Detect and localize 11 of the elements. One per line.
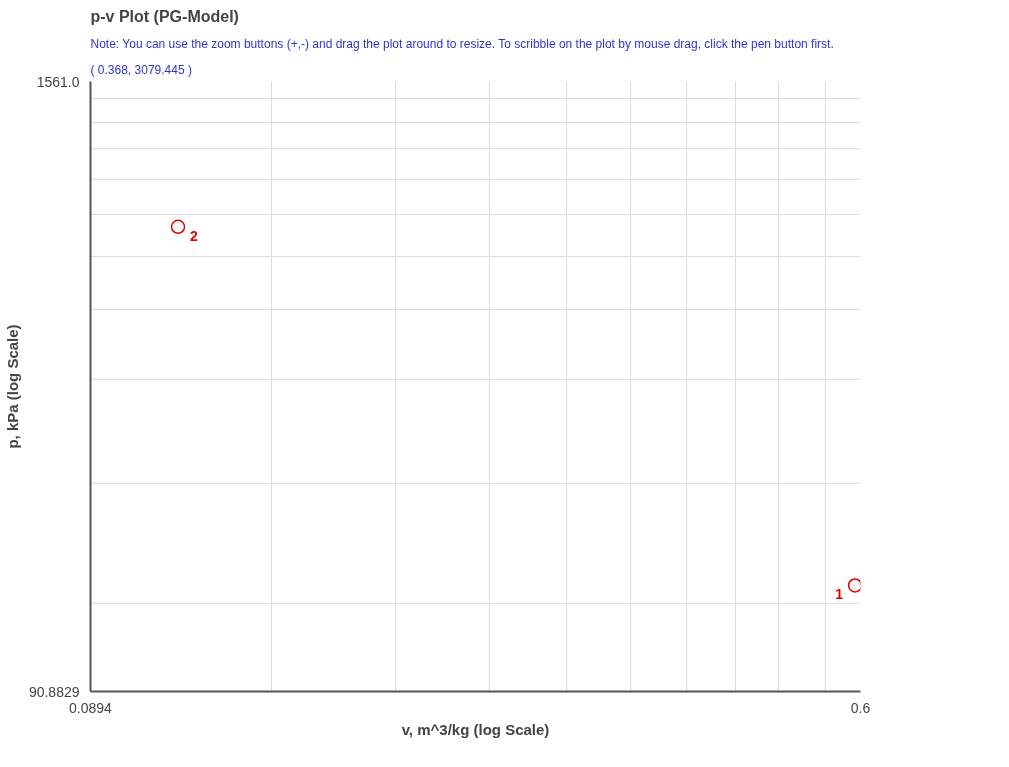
- annotation: 1: [835, 586, 844, 603]
- x-tick-label: 0.0894: [69, 699, 113, 716]
- x-tick-label: 0.6: [850, 699, 871, 716]
- y-axis-title: p, kPa (log Scale): [3, 324, 21, 449]
- x-axis-title: v, m^3/kg (log Scale): [401, 720, 550, 738]
- text: ( 0.368, 3079.445 ): [90, 62, 192, 77]
- chart-title: p-v Plot (PG-Model): [90, 7, 239, 25]
- y-tick-label: 1561.0: [36, 73, 80, 90]
- text: Note: You can use the zoom buttons (+,-) and drag the plot around to resize. To scribble on the plot by mouse drag, click the pen button first.: [90, 36, 834, 51]
- annotation: 2: [190, 227, 199, 244]
- y-tick-label: 90.8829: [28, 683, 80, 700]
